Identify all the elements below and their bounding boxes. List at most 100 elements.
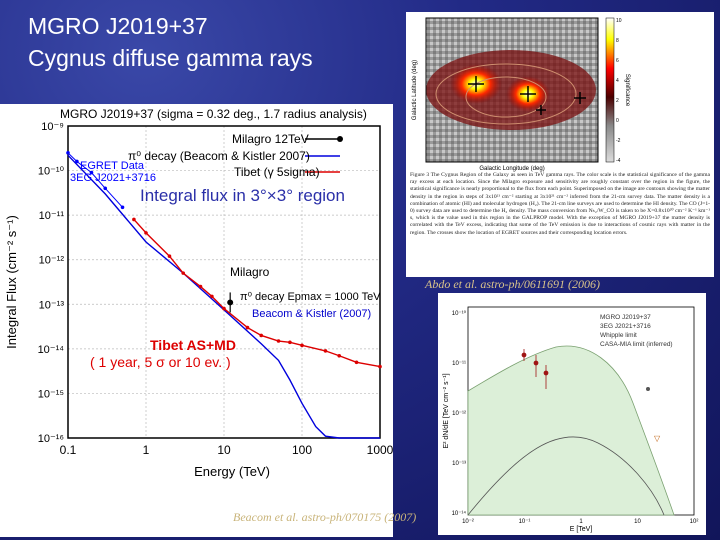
y-tick-label: 10⁻¹³ — [39, 299, 65, 311]
plot-grid — [67, 125, 381, 439]
label-tibet-sensitivity: ( 1 year, 5 σ or 10 ev. ) — [90, 354, 231, 370]
spectrum-legend-3eg: 3EG J2021+3716 — [600, 323, 651, 330]
map-x-label: Galactic Longitude (deg) — [479, 166, 544, 172]
tibet-point — [181, 271, 186, 275]
spectrum-plot-figure: ▽ MGRO J2019+37 3EG J2021+3716 Whipple l… — [438, 293, 706, 535]
tibet-point — [378, 364, 382, 369]
spectrum-y-tick: 10⁻¹⁴ — [452, 510, 467, 517]
label-beacom: Beacom & Kistler (2007) — [252, 308, 371, 320]
tibet-point — [222, 306, 226, 311]
spectrum-legend-mgro: MGRO J2019+37 — [600, 314, 651, 321]
tibet-point — [167, 254, 172, 258]
y-tick-label: 10⁻¹¹ — [39, 210, 65, 222]
integral-flux-region-label: Integral flux in 3°×3° region — [140, 186, 345, 205]
spectrum-model-curve — [467, 436, 665, 516]
significance-map-svg: 10 8 6 4 2 0 -2 -4 Significance Galactic Longit… — [410, 17, 710, 236]
y-tick-label: 10⁻¹⁰ — [38, 166, 65, 178]
spectrum-svg: ▽ MGRO J2019+37 3EG J2021+3716 Whipple l… — [443, 306, 699, 533]
spectrum-allowed-region — [467, 345, 675, 516]
series-line — [133, 218, 381, 368]
spectrum-legend: MGRO J2019+37 3EG J2021+3716 Whipple lim… — [600, 314, 673, 348]
y-tick-label: 10⁻¹⁶ — [38, 433, 64, 445]
map-colorbar — [605, 17, 615, 163]
map-frame — [425, 17, 599, 163]
cygnus-significance-map-figure: 10 8 6 4 2 0 -2 -4 Significance Galactic Longit… — [406, 12, 714, 277]
spectrum-y-tick: 10⁻¹² — [452, 411, 466, 417]
label-pi0-decay: π⁰ decay Epmax = 1000 TeV — [240, 291, 381, 303]
map-y-label: Galactic Latitude (deg) — [412, 60, 418, 120]
map-contour-outer — [435, 63, 577, 125]
citation-abdo: Abdo et al. astro-ph/0611691 (2006) — [425, 277, 600, 291]
x-tick-label: 1000 — [367, 443, 393, 457]
spectrum-y-tick: 10⁻¹³ — [452, 461, 466, 467]
colorbar-tick-label: 6 — [616, 58, 619, 64]
spectrum-y-label: E² dN/dE [TeV cm⁻² s⁻¹] — [443, 373, 450, 448]
slide-subtitle: Cygnus diffuse gamma rays — [28, 45, 313, 71]
tibet-point — [144, 231, 148, 235]
spectrum-y-tick: 10⁻¹⁰ — [452, 310, 467, 317]
spectrum-x-tick: 10⁻¹ — [519, 519, 531, 525]
map-contour — [465, 76, 547, 118]
spectrum-x-tick: 10² — [690, 519, 699, 525]
legend-pi0: π⁰ decay (Beacom & Kistler 2007) — [128, 149, 310, 163]
citation-beacom: Beacom et al. astro-ph/070175 (2007) — [233, 510, 417, 524]
x-tick-label: 10 — [217, 443, 231, 457]
x-tick-label: 100 — [292, 443, 312, 457]
colorbar-tick-label: 2 — [616, 98, 619, 104]
legend-milagro: Milagro 12TeV — [232, 132, 309, 146]
tibet-point — [300, 343, 304, 348]
figure-caption: Figure 3 The Cygnus Region of the Galaxy… — [410, 172, 710, 236]
milagro-point — [227, 299, 234, 306]
egret-line — [67, 152, 123, 208]
colorbar-tick-label: 10 — [616, 18, 622, 24]
colorbar-tick-label: -2 — [616, 138, 621, 144]
tibet-point — [354, 360, 359, 365]
x-tick-label: 0.1 — [60, 443, 77, 457]
integral-flux-svg: MGRO J2019+37 (sigma = 0.32 deg., 1.7 ra… — [4, 107, 393, 479]
spectrum-legend-casa: CASA-MIA limit (inferred) — [600, 341, 673, 348]
tibet-point — [276, 339, 281, 343]
series-line — [67, 154, 380, 439]
tibet-point — [288, 340, 292, 345]
plot-frame — [67, 125, 381, 439]
colorbar-tick-label: 8 — [616, 38, 619, 44]
spectrum-y-tick: 10⁻¹¹ — [452, 361, 466, 367]
y-tick-label: 10⁻¹² — [39, 255, 65, 267]
plot-title: MGRO J2019+37 (sigma = 0.32 deg., 1.7 ra… — [60, 107, 367, 121]
colorbar-tick-label: 4 — [616, 78, 619, 84]
casa-mia-marker: ▽ — [654, 434, 661, 443]
legend-milagro-marker — [337, 136, 343, 142]
tibet-point — [132, 217, 136, 222]
tibet-point — [198, 284, 203, 289]
y-axis-label: Integral Flux (cm⁻² s⁻¹) — [4, 215, 19, 349]
y-tick-label: 10⁻⁹ — [41, 121, 64, 133]
colorbar-label: Significance — [624, 74, 630, 107]
colorbar-tick-label: -4 — [616, 158, 621, 164]
integral-flux-plot: MGRO J2019+37 (sigma = 0.32 deg., 1.7 ra… — [0, 104, 393, 537]
y-tick-label: 10⁻¹⁵ — [38, 388, 64, 400]
tibet-point — [245, 325, 250, 330]
label-milagro: Milagro — [230, 265, 270, 279]
y-tick-label: 10⁻¹⁴ — [38, 344, 65, 356]
plot-legend: Milagro 12TeV π⁰ decay (Beacom & Kistler… — [128, 132, 343, 179]
spectrum-legend-whipple: Whipple limit — [600, 332, 637, 339]
spectrum-x-tick: 10⁻² — [462, 519, 474, 525]
colorbar-tick-label: 0 — [616, 118, 619, 124]
label-egret: EGRET Data — [80, 160, 145, 172]
label-tibet-asmd: Tibet AS+MD — [150, 337, 236, 353]
spectrum-x-label: E [TeV] — [570, 526, 593, 533]
tibet-point — [210, 294, 214, 299]
tibet-point — [259, 333, 264, 338]
legend-tibet: Tibet (γ 5sigma) — [234, 165, 320, 179]
spectrum-x-tick: 1 — [579, 519, 583, 525]
mgro-point — [646, 387, 650, 391]
label-3eg: 3EG J2021+3716 — [70, 172, 156, 184]
spectrum-x-tick: 10 — [634, 519, 641, 525]
x-tick-label: 1 — [143, 443, 150, 457]
x-axis-label: Energy (TeV) — [194, 464, 270, 479]
egret-source-crosses — [468, 76, 586, 115]
tibet-point — [337, 353, 342, 358]
slide-title: MGRO J2019+37 — [28, 13, 208, 39]
tibet-point — [323, 349, 328, 353]
spectrum-data-points — [521, 349, 549, 389]
